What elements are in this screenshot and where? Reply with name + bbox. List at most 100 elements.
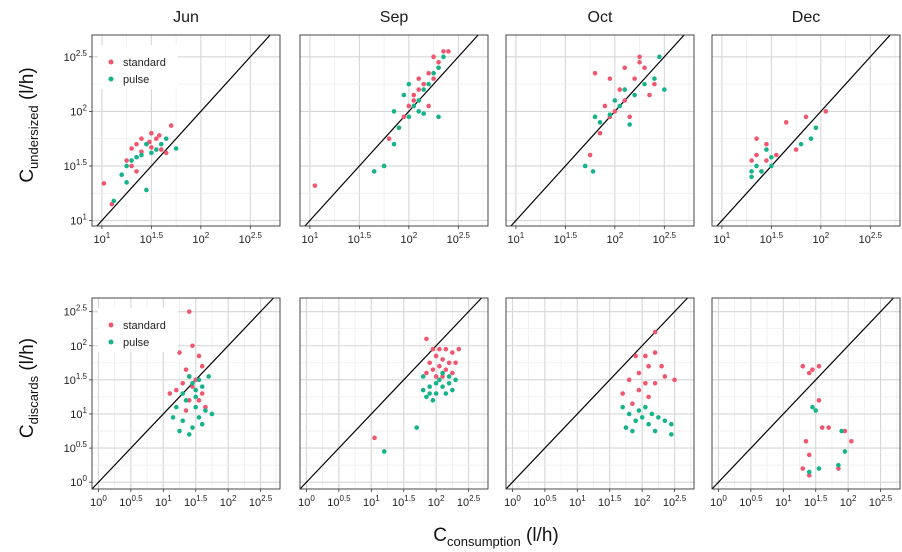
point-pulse (199, 421, 205, 427)
x-tick-label: 100 (90, 494, 107, 509)
y-label-unit: (l/h) (17, 338, 38, 376)
point-standard (823, 109, 829, 114)
x-tick-label: 100 (504, 494, 521, 509)
legend-swatch-standard (108, 59, 114, 65)
point-pulse (177, 428, 182, 434)
panel-border (299, 34, 489, 227)
point-pulse (183, 398, 189, 403)
x-tick-label: 101 (94, 231, 111, 246)
point-standard (437, 346, 442, 352)
point-standard (426, 70, 431, 76)
point-pulse (759, 169, 764, 174)
x-tick-label: 101 (508, 231, 525, 246)
point-standard (764, 141, 769, 147)
point-pulse (396, 125, 402, 131)
point-pulse (839, 428, 844, 434)
point-pulse (424, 394, 429, 400)
point-standard (441, 49, 446, 54)
point-standard (426, 103, 431, 109)
point-standard (816, 363, 822, 369)
point-standard (810, 367, 815, 372)
point-pulse (416, 109, 422, 114)
point-pulse (406, 81, 412, 87)
point-standard (754, 152, 759, 158)
point-pulse (186, 432, 192, 437)
point-pulse (203, 408, 208, 413)
x-tick-label: 102.5 (249, 494, 273, 509)
identity-line (505, 297, 688, 490)
point-pulse (437, 377, 442, 383)
point-pulse (139, 152, 144, 158)
point-standard (764, 158, 769, 163)
point-pulse (209, 411, 215, 417)
point-pulse (421, 111, 426, 116)
y-axis-label-discards: Cdiscards (l/h) (17, 338, 41, 438)
x-tick-label: 102 (428, 494, 445, 509)
point-standard (806, 473, 812, 478)
identity-line (510, 34, 685, 227)
point-pulse (190, 425, 195, 430)
point-standard (173, 387, 179, 393)
column-title-sep: Sep (380, 9, 409, 26)
point-standard (372, 435, 377, 441)
x-tick-label: 101 (569, 494, 586, 509)
point-standard (129, 163, 134, 169)
point-standard (437, 363, 442, 369)
y-label-sub: discards (26, 375, 41, 424)
legend-swatch-pulse (108, 339, 114, 345)
point-standard (134, 141, 139, 147)
point-pulse (440, 384, 445, 389)
y-tick-label: 102.5 (64, 304, 88, 319)
point-standard (199, 363, 205, 369)
point-pulse (129, 158, 134, 163)
point-standard (587, 152, 593, 158)
point-standard (183, 367, 189, 372)
y-tick-label: 101.5 (64, 158, 88, 173)
point-standard (433, 374, 439, 379)
panel-discards-jun: 100 100.5 101 101.5 102 102.5 100 100.5 101 101.5… (64, 297, 281, 509)
point-standard (443, 346, 449, 352)
point-pulse (623, 425, 629, 430)
point-pulse (649, 411, 655, 417)
panel-discards-oct: 100 100.5 101 101.5 102 102.5 (504, 297, 695, 509)
x-tick-label: 102 (840, 494, 857, 509)
point-pulse (416, 98, 422, 103)
point-standard (450, 350, 455, 355)
point-standard (416, 76, 422, 81)
point-standard (620, 391, 625, 396)
point-standard (456, 346, 462, 352)
point-standard (421, 81, 426, 87)
x-tick-label: 102.5 (457, 494, 481, 509)
point-standard (643, 353, 648, 359)
x-tick-label: 100.5 (739, 494, 763, 509)
point-pulse (582, 163, 588, 169)
column-title-dec: Dec (792, 9, 820, 26)
point-standard (453, 360, 458, 366)
point-pulse (196, 377, 202, 383)
point-pulse (173, 404, 179, 410)
point-standard (783, 120, 789, 125)
x-tick-label: 102 (634, 494, 651, 509)
point-pulse (749, 174, 754, 180)
point-standard (630, 401, 635, 407)
panel-background (506, 35, 694, 226)
point-pulse (124, 180, 129, 185)
point-standard (793, 147, 799, 152)
point-pulse (193, 387, 199, 393)
point-standard (626, 377, 632, 383)
panel-undersized-oct: 101 101.5 102 102.5 (505, 34, 695, 246)
point-standard (436, 59, 441, 65)
point-pulse (642, 81, 647, 87)
point-pulse (662, 418, 668, 424)
point-standard (193, 377, 199, 383)
point-pulse (652, 428, 658, 434)
point-standard (168, 123, 174, 128)
point-pulse (607, 112, 613, 117)
legend: standard pulse (98, 308, 178, 352)
panel-discards-dec: 100 100.5 101 101.5 102 102.5 (710, 297, 901, 509)
point-standard (652, 350, 658, 355)
x-tick-label: 101.5 (760, 231, 784, 246)
point-standard (450, 370, 455, 376)
point-pulse (420, 374, 426, 379)
point-standard (446, 360, 452, 366)
